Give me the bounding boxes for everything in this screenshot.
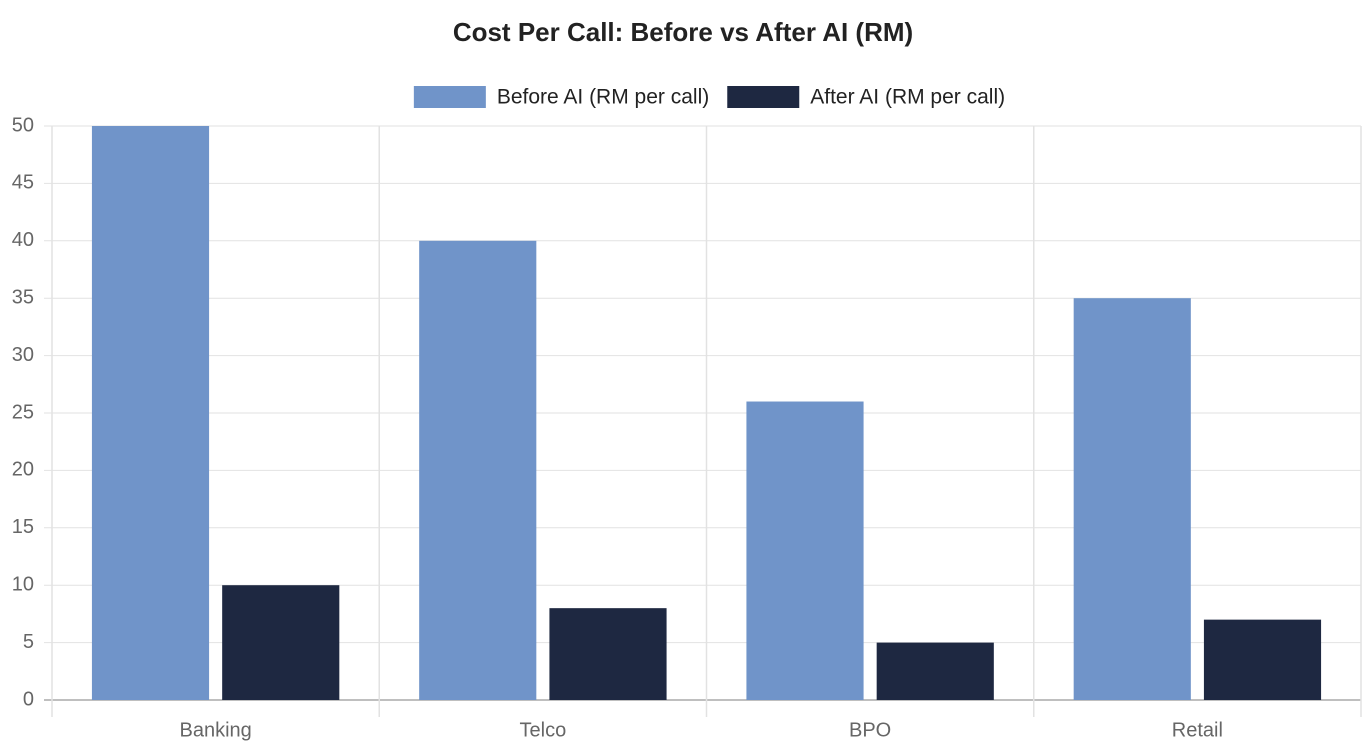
bar <box>222 585 340 700</box>
y-tick-label: 45 <box>12 172 34 194</box>
x-tick-label: BPO <box>849 719 891 741</box>
y-tick-label: 30 <box>12 344 34 366</box>
y-tick-label: 20 <box>12 459 34 481</box>
bar <box>746 401 864 700</box>
bar <box>1073 298 1191 700</box>
bar <box>91 126 210 700</box>
bar <box>1203 619 1322 700</box>
y-tick-label: 25 <box>12 401 34 423</box>
y-tick-label: 0 <box>23 688 34 710</box>
y-tick-label: 35 <box>12 286 34 308</box>
y-tick-label: 40 <box>12 229 34 251</box>
legend-text: Before AI (RM per call) <box>497 86 709 109</box>
bar <box>549 608 667 700</box>
chart-title: Cost Per Call: Before vs After AI (RM) <box>453 17 913 47</box>
legend-swatch <box>727 86 800 108</box>
y-tick-label: 5 <box>23 631 34 653</box>
y-tick-label: 50 <box>12 114 34 136</box>
y-tick-label: 15 <box>12 516 34 538</box>
x-tick-label: Retail <box>1172 719 1223 741</box>
x-tick-label: Banking <box>179 719 251 741</box>
x-tick-label: Telco <box>520 719 567 741</box>
legend-swatch <box>413 86 486 108</box>
legend-text: After AI (RM per call) <box>810 86 1005 109</box>
y-tick-label: 10 <box>12 573 34 595</box>
bar <box>876 642 994 700</box>
bar <box>419 240 537 701</box>
